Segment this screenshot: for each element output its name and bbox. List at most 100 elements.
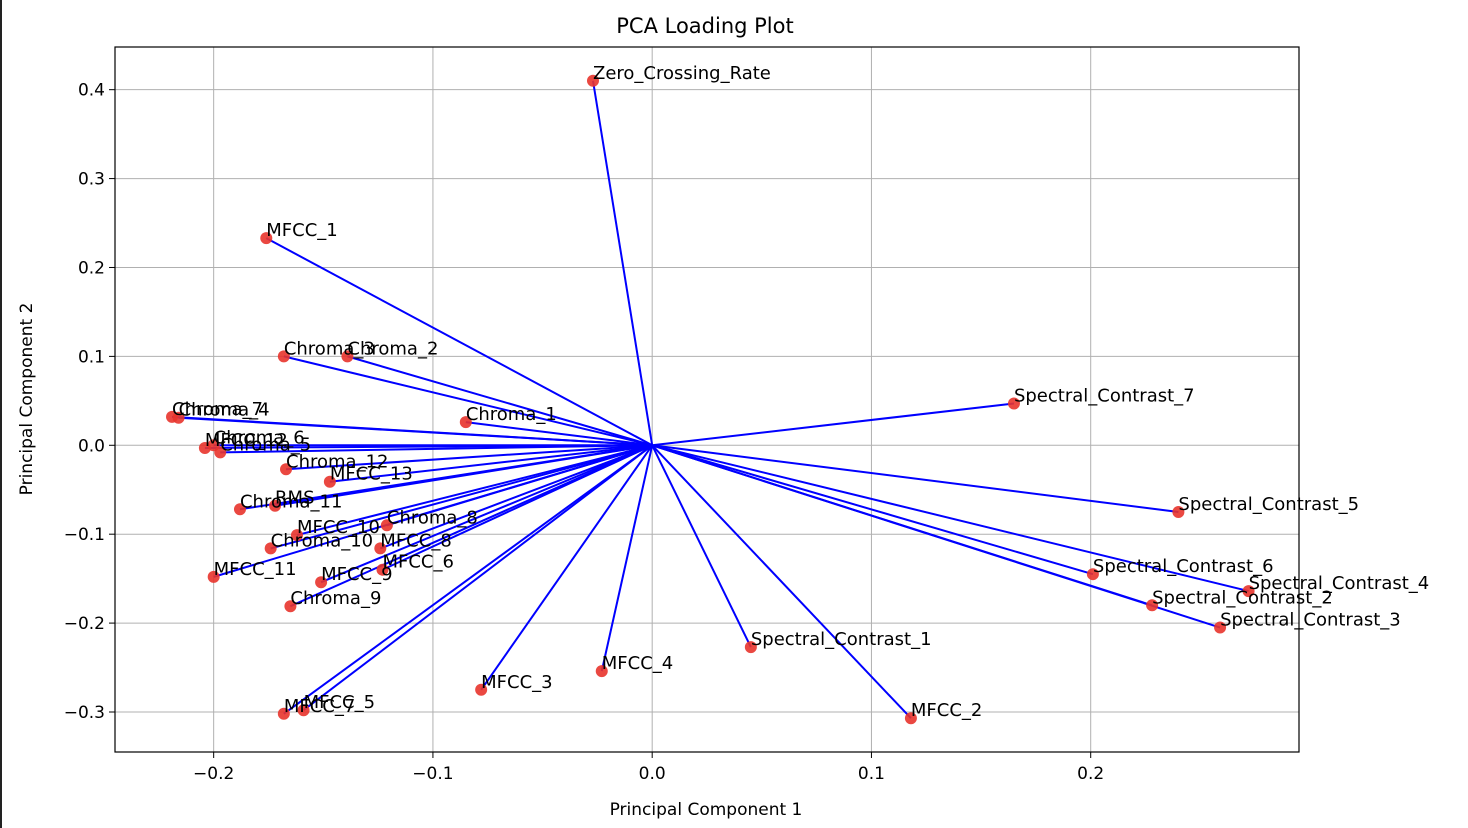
loading-vector: [302, 444, 653, 712]
point-label: Chroma_1: [466, 404, 557, 425]
point-label: Spectral_Contrast_1: [751, 629, 932, 650]
point-label: Chroma_7: [172, 399, 263, 420]
loading-point: [290, 529, 303, 542]
window-left-border: [0, 0, 2, 828]
loading-vector: [480, 444, 654, 691]
loading-vector: [265, 237, 653, 447]
loading-point: [323, 475, 336, 488]
loading-point: [198, 441, 211, 454]
loading-point: [315, 576, 328, 589]
loading-point: [284, 600, 297, 613]
loading-vector: [651, 444, 1094, 576]
point-label: RMS: [275, 488, 314, 509]
loading-vector: [270, 444, 653, 550]
x-axis-title: Principal Component 1: [610, 800, 803, 820]
y-tick-label: 0.2: [78, 258, 105, 278]
point-label: Spectral_Contrast_2: [1152, 587, 1333, 608]
point-label: MFCC_11: [214, 559, 297, 580]
point-label: Chroma_3: [284, 338, 375, 359]
point-label: Chroma_4: [179, 400, 270, 421]
loading-point: [586, 74, 599, 87]
point-label: Spectral_Contrast_6: [1093, 556, 1274, 577]
point-label: Chroma_6: [214, 427, 305, 448]
point-label: Chroma_5: [220, 434, 311, 455]
point-label: Spectral_Contrast_7: [1014, 386, 1195, 407]
loading-point: [904, 712, 917, 725]
loading-point: [260, 232, 273, 245]
loading-vector: [651, 444, 1221, 629]
loading-point: [1146, 599, 1159, 612]
loading-vector: [274, 444, 653, 507]
loading-vector: [220, 444, 653, 454]
x-tick-label: 0.2: [1077, 764, 1104, 784]
point-label: MFCC_2: [911, 700, 982, 721]
point-label: Spectral_Contrast_3: [1220, 610, 1401, 631]
loading-points: [166, 74, 1255, 725]
x-tick-label: 0.1: [858, 764, 885, 784]
point-label: Chroma_10: [271, 530, 373, 551]
loading-point: [207, 570, 220, 583]
point-label: Chroma_12: [286, 451, 388, 472]
point-label: Zero_Crossing_Rate: [593, 63, 771, 84]
loading-point: [1242, 585, 1255, 598]
loading-point: [341, 350, 354, 363]
loading-vector: [285, 444, 653, 471]
y-axis-title: Principal Component 2: [17, 303, 37, 496]
loading-point: [277, 350, 290, 363]
loading-vector: [347, 355, 653, 447]
loading-point: [1214, 621, 1227, 634]
point-label: Chroma_8: [387, 507, 478, 528]
point-label: Chroma_11: [240, 491, 342, 512]
point-label: MFCC_10: [297, 517, 380, 538]
loading-vector: [465, 421, 653, 447]
x-tick-label: 0.0: [639, 764, 666, 784]
grid-lines: [115, 47, 1299, 752]
loading-point: [595, 665, 608, 678]
point-label: MFCC_7: [284, 696, 355, 717]
loading-vector: [651, 444, 1249, 593]
loading-point: [277, 707, 290, 720]
loading-point: [380, 519, 393, 532]
loading-vector: [283, 444, 653, 715]
loading-point: [376, 563, 389, 576]
point-label: MFCC_9: [321, 564, 392, 585]
point-label: MFCC_8: [380, 530, 451, 551]
loading-point: [744, 641, 757, 654]
loading-vector: [320, 444, 653, 584]
y-tick-label: −0.3: [64, 703, 105, 723]
point-labels: Zero_Crossing_Rate MFCC_1 Chroma_3Chroma_2…: [172, 63, 1429, 721]
point-label: MFCC_3: [481, 672, 552, 693]
loading-point: [1007, 397, 1020, 410]
plot-area-frame: [114, 46, 1300, 753]
point-label: MFCC_13: [330, 464, 413, 485]
point-label: Spectral_Contrast_4: [1249, 573, 1430, 594]
loading-vector: [651, 444, 912, 719]
point-label: Spectral_Contrast_5: [1178, 494, 1359, 515]
loading-vectors: [171, 80, 1249, 719]
axis-ticks: −0.2 −0.1 0.0 0.1 0.2 −0.3 −0.2 −0.1 0.0 0.1 0.2 0.…: [64, 81, 1105, 784]
loading-vector: [213, 444, 653, 578]
y-tick-label: 0.3: [78, 170, 105, 190]
loading-vector: [178, 416, 653, 447]
loading-vector: [283, 355, 653, 447]
loading-point: [172, 411, 185, 424]
loading-point: [297, 704, 310, 717]
loading-point: [269, 499, 282, 512]
x-tick-label: −0.2: [193, 764, 234, 784]
x-tick-label: −0.1: [412, 764, 453, 784]
loading-vector: [600, 445, 654, 672]
loading-point: [459, 416, 472, 429]
point-label: MFCC_6: [382, 552, 453, 573]
loading-vector: [329, 444, 653, 483]
point-label: MFCC_4: [602, 653, 673, 674]
chart-title: PCA Loading Plot: [616, 14, 793, 38]
loading-point: [214, 446, 227, 459]
loading-point: [374, 542, 387, 555]
y-tick-label: 0.4: [78, 81, 105, 101]
y-tick-label: 0.0: [78, 436, 105, 456]
loading-vector: [651, 444, 752, 648]
loading-point: [280, 463, 293, 476]
loading-point: [1172, 505, 1185, 518]
loading-point: [264, 542, 277, 555]
